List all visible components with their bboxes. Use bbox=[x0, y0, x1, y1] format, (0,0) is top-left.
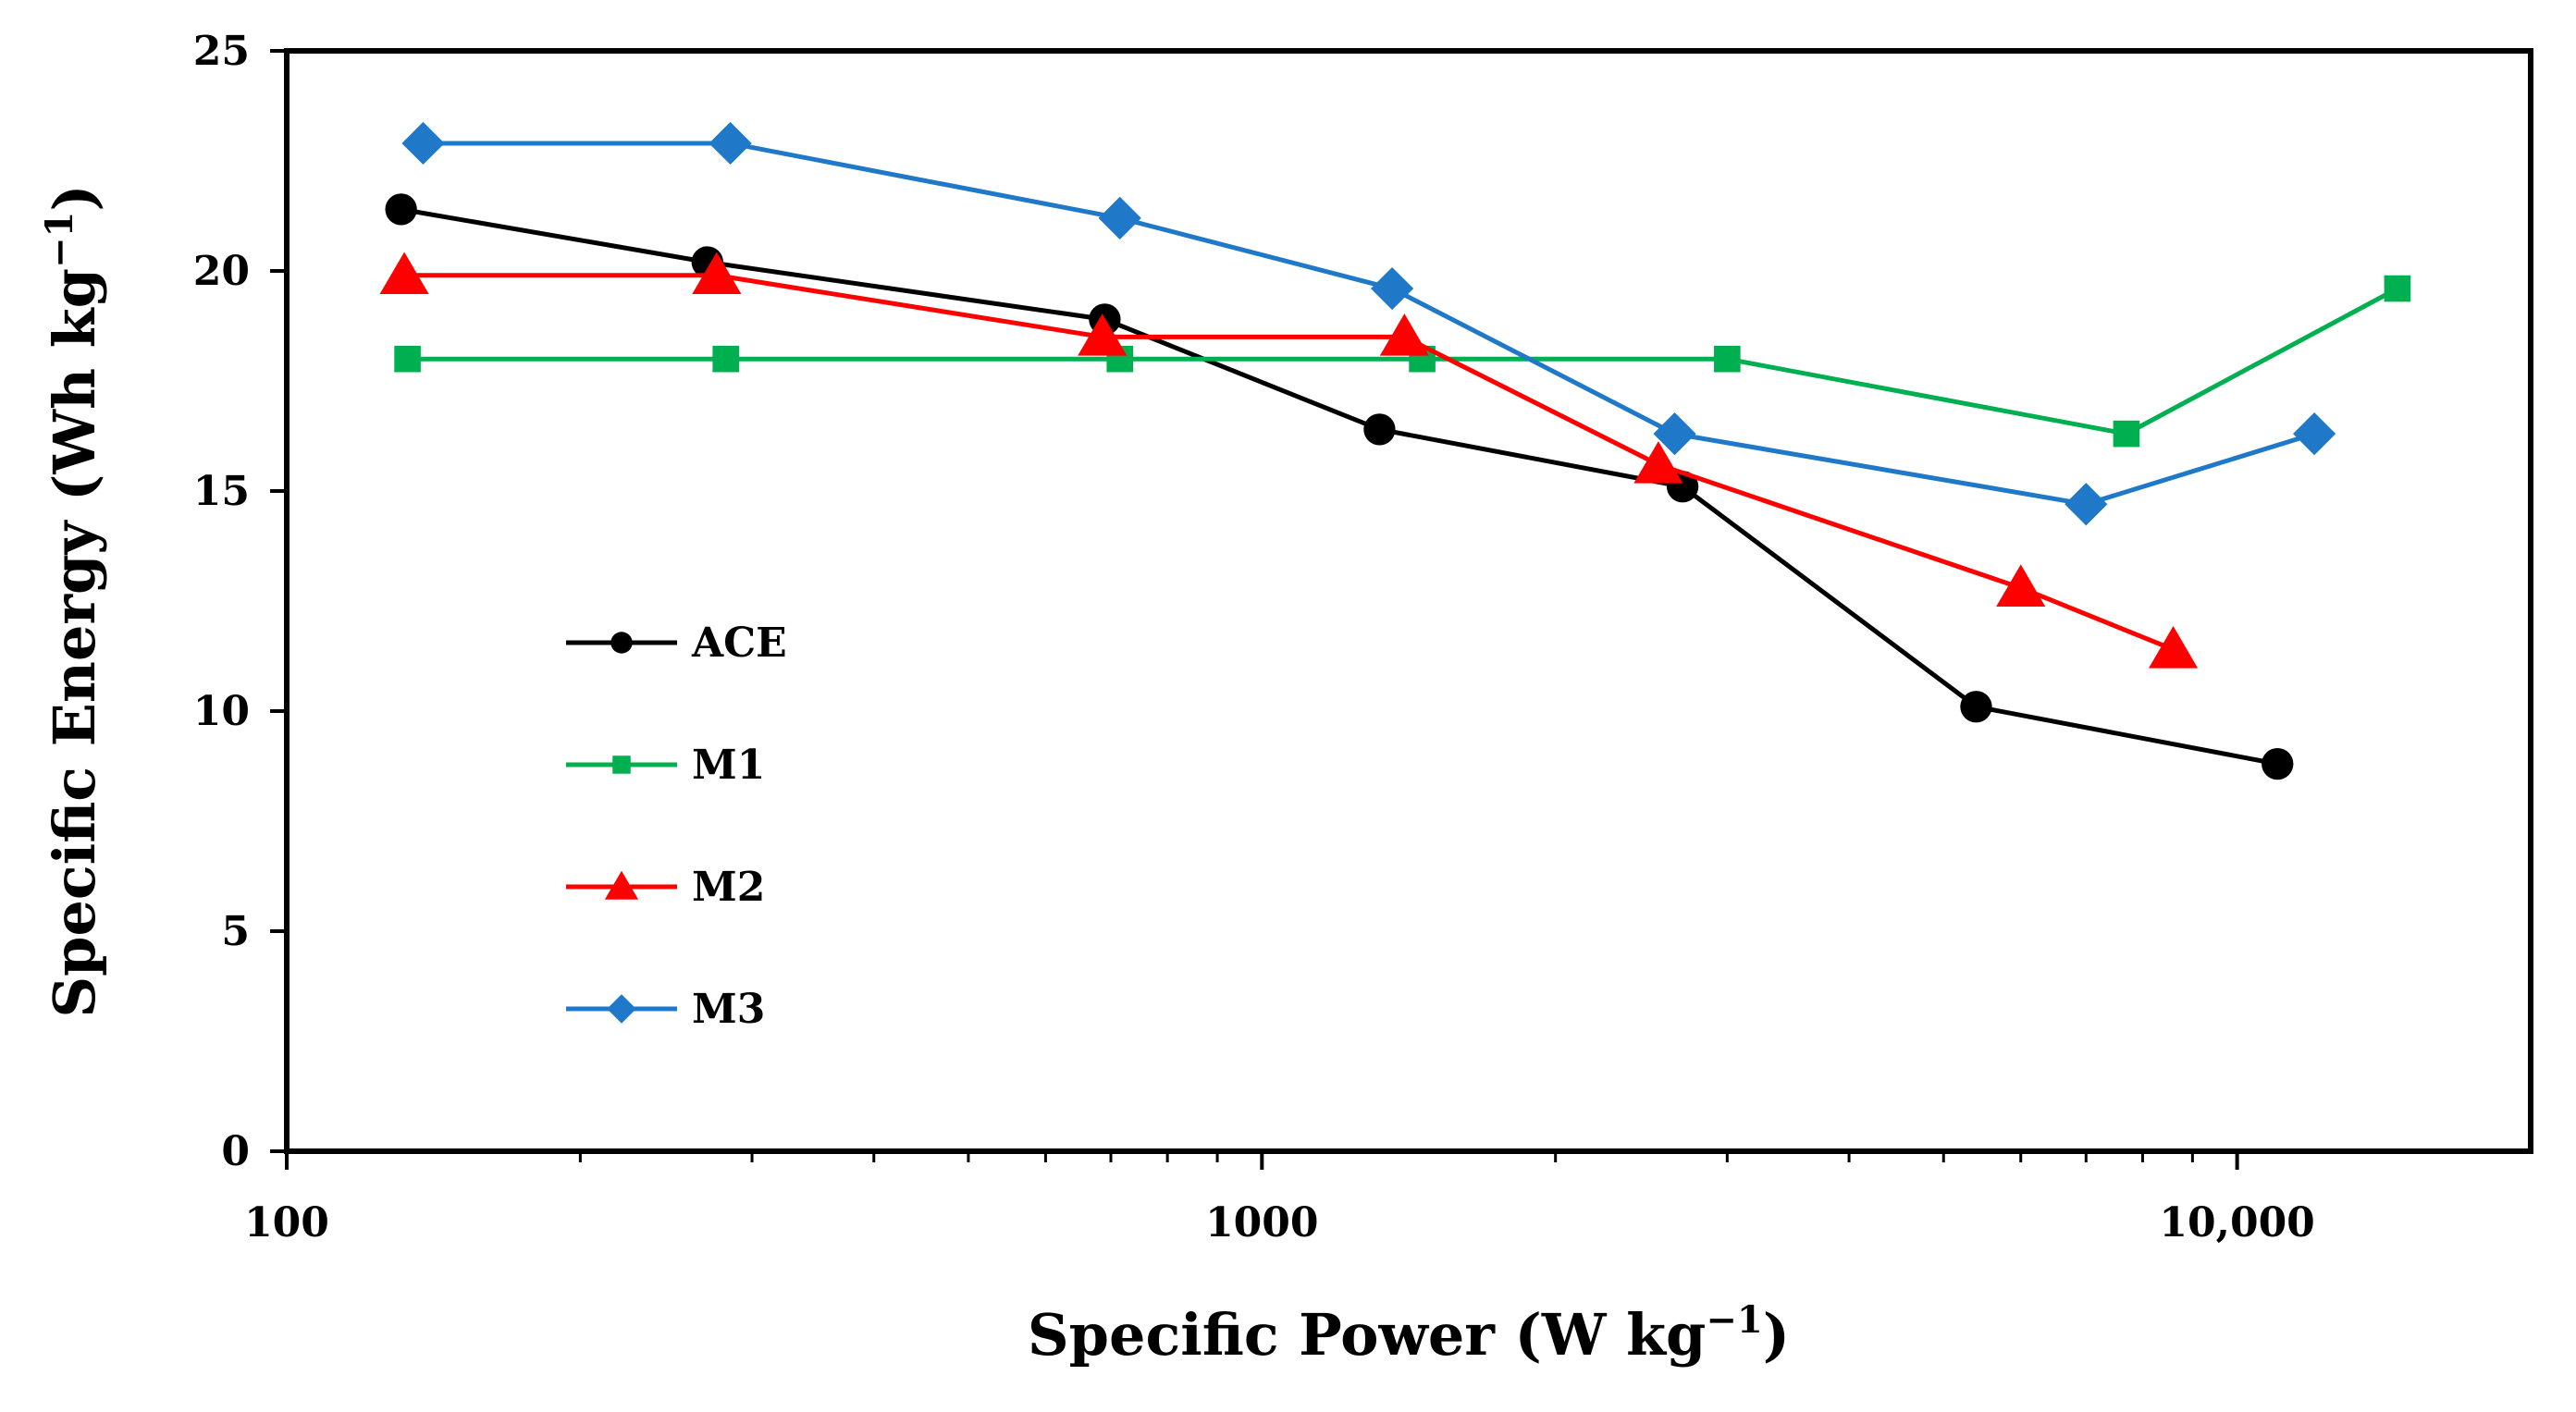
y-axis: 0 5 10 15 20 25 bbox=[193, 28, 287, 1175]
data-point-m2 bbox=[692, 252, 742, 294]
y-axis-title-superscript: −1 bbox=[38, 212, 81, 268]
data-point-m3 bbox=[1371, 266, 1414, 311]
data-point-m3 bbox=[1653, 412, 1696, 456]
data-point-ace bbox=[385, 193, 417, 226]
series-m3 bbox=[401, 121, 2336, 526]
data-point-ace bbox=[2262, 747, 2294, 780]
data-point-m2 bbox=[1379, 313, 1429, 356]
y-axis-title-close: ) bbox=[41, 184, 108, 211]
data-point-m1 bbox=[2384, 275, 2411, 302]
data-point-m3 bbox=[2293, 412, 2336, 456]
data-point-ace bbox=[1363, 413, 1396, 446]
data-point-m2 bbox=[2148, 626, 2199, 669]
data-point-m3 bbox=[1098, 196, 1141, 239]
data-point-m1 bbox=[1714, 345, 1741, 373]
x-tick-label: 1000 bbox=[1205, 1199, 1318, 1246]
x-axis: 100 1000 10,000 bbox=[244, 1151, 2315, 1246]
legend-marker-m2 bbox=[604, 870, 639, 900]
plot-area bbox=[284, 48, 2533, 1154]
legend-marker-ace bbox=[610, 632, 633, 654]
legend-label-ace: ACE bbox=[691, 620, 787, 667]
legend-label-m1: M1 bbox=[692, 742, 765, 789]
series-m2 bbox=[379, 252, 2199, 669]
x-axis-title: Specific Power (W kg−1) bbox=[1028, 1298, 1790, 1369]
data-point-m3 bbox=[2064, 483, 2108, 526]
y-tick-label: 5 bbox=[221, 908, 250, 955]
legend-marker-m1 bbox=[612, 755, 631, 774]
data-point-m1 bbox=[394, 345, 421, 373]
y-tick-label: 10 bbox=[193, 688, 250, 735]
data-point-m2 bbox=[1996, 564, 2046, 607]
y-tick-label: 20 bbox=[193, 248, 250, 295]
legend-marker-m3 bbox=[607, 994, 636, 1024]
series-layer bbox=[379, 121, 2411, 780]
x-tick-label: 10,000 bbox=[2159, 1199, 2314, 1246]
x-axis-title-main: Specific Power (W kg bbox=[1028, 1301, 1707, 1369]
data-point-m1 bbox=[2113, 420, 2140, 448]
data-point-m2 bbox=[379, 252, 429, 294]
legend-label-m3: M3 bbox=[692, 986, 765, 1033]
legend-label-m2: M2 bbox=[692, 864, 765, 911]
x-axis-title-close: ) bbox=[1763, 1301, 1790, 1369]
data-point-m3 bbox=[401, 121, 445, 166]
data-point-m2 bbox=[1633, 441, 1683, 484]
y-tick-label: 0 bbox=[221, 1128, 250, 1175]
y-axis-title-main: Specific Energy (Wh kg bbox=[41, 268, 108, 1018]
x-tick-label: 100 bbox=[244, 1199, 329, 1246]
data-point-m3 bbox=[709, 121, 752, 166]
data-point-m2 bbox=[1078, 313, 1128, 356]
data-point-ace bbox=[1960, 691, 1992, 723]
y-tick-label: 25 bbox=[193, 28, 250, 75]
y-tick-label: 15 bbox=[193, 468, 250, 515]
data-point-m1 bbox=[712, 345, 740, 373]
x-axis-title-superscript: −1 bbox=[1706, 1298, 1762, 1342]
y-axis-title: Specific Energy (Wh kg−1) bbox=[38, 184, 108, 1017]
legend: ACE M1 M2 M3 bbox=[566, 620, 787, 1033]
